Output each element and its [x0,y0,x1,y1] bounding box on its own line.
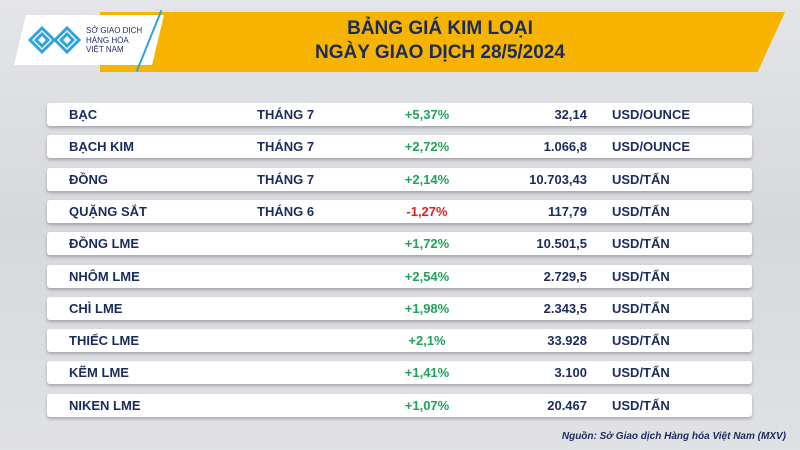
price: 3.100 [554,365,587,381]
change-percent: +5,37% [404,107,450,122]
change-percent: +2,14% [404,171,450,187]
unit: USD/TẤN [612,333,670,349]
metal-name: ĐỒNG LME [69,236,140,252]
price: 2.343,5 [543,300,587,316]
price: 117,79 [547,203,587,219]
table-row: ĐỒNG THÁNG 7 +2,14% 10.703,43 USD/TẤN [47,167,752,191]
metal-name: THIẾC LME [69,333,140,349]
title-banner [100,12,785,72]
table-row: CHÌ LME +1,98% 2.343,5 USD/TẤN [47,296,752,320]
table-row: QUẶNG SẮT THÁNG 6 -1,27% 117,79 USD/TẤN [47,199,752,223]
table-row: ĐỒNG LME +1,72% 10.501,5 USD/TẤN [47,232,752,256]
change-percent: -1,27% [406,203,448,219]
price: 1.066,8 [543,139,587,155]
table-row: NIKEN LME +1,07% 20.467 USD/TẤN [47,393,752,417]
table-row: NHÔM LME +2,54% 2.729,5 USD/TẤN [47,264,752,288]
price: 20.467 [547,397,587,413]
unit: USD/OUNCE [612,139,691,155]
source-note: Nguồn: Sở Giao dịch Hàng hóa Việt Nam (M… [561,431,786,442]
metal-name: KẼM LME [69,365,129,381]
price: 33.928 [547,333,587,349]
price: 10.703,43 [529,171,587,187]
contract-month: THÁNG 7 [257,107,315,122]
metal-name: QUẶNG SẮT [69,203,147,219]
metal-name: CHÌ LME [69,300,123,316]
table-row: BẠC THÁNG 7 +5,37% 32,14 USD/OUNCE [47,103,752,126]
change-percent: +2,72% [404,139,450,155]
unit: USD/TẤN [612,236,670,252]
contract-month: THÁNG 6 [257,203,315,219]
price: 32,14 [554,107,587,122]
metal-name: NIKEN LME [69,397,141,413]
price: 2.729,5 [543,268,587,284]
table-row: BẠCH KIM THÁNG 7 +2,72% 1.066,8 USD/OUNCE [47,135,752,159]
mxv-logo-icon [28,25,82,55]
contract-month: THÁNG 7 [257,171,315,187]
metal-name: BẠCH KIM [69,139,134,155]
table-row: THIẾC LME +2,1% 33.928 USD/TẤN [47,329,752,353]
unit: USD/TẤN [612,203,670,219]
unit: USD/TẤN [612,365,670,381]
change-percent: +1,07% [404,397,450,413]
change-percent: +2,1% [408,333,446,349]
change-percent: +1,72% [404,236,450,252]
unit: USD/TẤN [612,397,670,413]
change-percent: +2,54% [404,268,450,284]
metal-name: BẠC [69,107,98,122]
metal-name: NHÔM LME [69,268,140,284]
change-percent: +1,98% [404,300,450,316]
unit: USD/TẤN [612,268,670,284]
metal-name: ĐỒNG [69,171,108,187]
unit: USD/TẤN [612,300,670,316]
unit: USD/TẤN [612,171,670,187]
unit: USD/OUNCE [612,107,691,122]
change-percent: +1,41% [404,365,450,381]
page-title: BẢNG GIÁ KIM LOẠI NGÀY GIAO DỊCH 28/5/20… [315,18,565,63]
table-row: KẼM LME +1,41% 3.100 USD/TẤN [47,361,752,385]
price: 10.501,5 [536,236,587,252]
mxv-logo: SỞ GIAO DỊCH HÀNG HÓA VIỆT NAM [14,15,164,65]
logo-text: SỞ GIAO DỊCH HÀNG HÓA VIỆT NAM [86,26,143,54]
contract-month: THÁNG 7 [257,139,315,155]
